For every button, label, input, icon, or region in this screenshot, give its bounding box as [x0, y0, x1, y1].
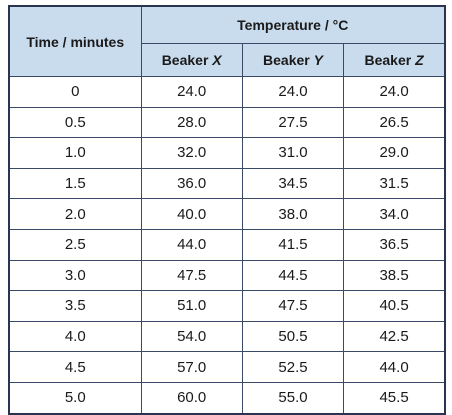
table-row: 0.5 28.0 27.5 26.5 [8, 106, 446, 139]
beaker-symbol: Y [313, 52, 323, 68]
beaker-symbol: X [212, 52, 222, 68]
temperature-cell: 32.0 [140, 137, 243, 169]
temperature-cell: 34.5 [241, 167, 345, 200]
time-cell: 1.5 [8, 167, 142, 200]
temperature-cell: 44.0 [343, 351, 446, 383]
temperature-cell: 31.5 [343, 167, 446, 200]
temperature-cell: 47.5 [241, 290, 345, 322]
temperature-cell: 28.0 [140, 106, 243, 139]
temperature-cell: 24.0 [140, 76, 243, 108]
temperature-cell: 60.0 [140, 381, 243, 415]
time-cell: 2.5 [8, 228, 142, 261]
table-row: 3.0 47.5 44.5 38.5 [8, 259, 446, 292]
temperature-cell: 50.5 [241, 320, 345, 353]
time-cell: 0 [8, 76, 142, 108]
time-cell: 4.5 [8, 351, 142, 383]
temperature-cell: 36.0 [140, 167, 243, 200]
temperature-cell: 24.0 [241, 76, 345, 108]
temperature-cell: 40.0 [140, 198, 243, 230]
temperature-cell: 31.0 [241, 137, 345, 169]
time-header: Time / minutes [8, 5, 142, 77]
time-cell: 4.0 [8, 320, 142, 353]
temperature-cell: 29.0 [343, 137, 446, 169]
beaker-label: Beaker [263, 52, 310, 68]
temperature-cell: 42.5 [343, 320, 446, 353]
table-row: 4.0 54.0 50.5 42.5 [8, 320, 446, 353]
temperature-cell: 38.0 [241, 198, 345, 230]
temperature-cell: 45.5 [343, 381, 446, 415]
time-cell: 2.0 [8, 198, 142, 230]
table-row: 2.0 40.0 38.0 34.0 [8, 198, 446, 230]
temperature-cell: 27.5 [241, 106, 345, 139]
table-row: 1.0 32.0 31.0 29.0 [8, 137, 446, 169]
time-cell: 3.0 [8, 259, 142, 292]
table-row: 0 24.0 24.0 24.0 [8, 76, 446, 108]
table-row: 1.5 36.0 34.5 31.5 [8, 167, 446, 200]
temperature-cell: 55.0 [241, 381, 345, 415]
temperature-cell: 57.0 [140, 351, 243, 383]
temperature-cell: 40.5 [343, 290, 446, 322]
table-row: 4.5 57.0 52.5 44.0 [8, 351, 446, 383]
table-row: 2.5 44.0 41.5 36.5 [8, 228, 446, 261]
temperature-cell: 51.0 [140, 290, 243, 322]
temperature-cell: 36.5 [343, 228, 446, 261]
beaker-header: Beaker Y [241, 43, 345, 77]
temperature-cell: 44.0 [140, 228, 243, 261]
beaker-label: Beaker [364, 52, 412, 68]
data-table: Time / minutes Temperature / °C Beaker X… [8, 5, 446, 415]
table-row: 3.5 51.0 47.5 40.5 [8, 290, 446, 322]
temperature-cell: 47.5 [140, 259, 243, 292]
temperature-header: Temperature / °C [140, 5, 446, 44]
temperature-cell: 44.5 [241, 259, 345, 292]
temperature-cell: 38.5 [343, 259, 446, 292]
temperature-cell: 52.5 [241, 351, 345, 383]
table-row: 5.0 60.0 55.0 45.5 [8, 381, 446, 415]
temperature-cell: 54.0 [140, 320, 243, 353]
beaker-header: Beaker X [140, 43, 243, 77]
temperature-cell: 41.5 [241, 228, 345, 261]
temperature-cell: 24.0 [343, 76, 446, 108]
time-cell: 3.5 [8, 290, 142, 322]
beaker-symbol: Z [415, 52, 424, 68]
time-cell: 0.5 [8, 106, 142, 139]
time-cell: 1.0 [8, 137, 142, 169]
temperature-cell: 34.0 [343, 198, 446, 230]
beaker-label: Beaker [161, 52, 209, 68]
time-cell: 5.0 [8, 381, 142, 415]
beaker-header: Beaker Z [343, 43, 446, 77]
temperature-cell: 26.5 [343, 106, 446, 139]
